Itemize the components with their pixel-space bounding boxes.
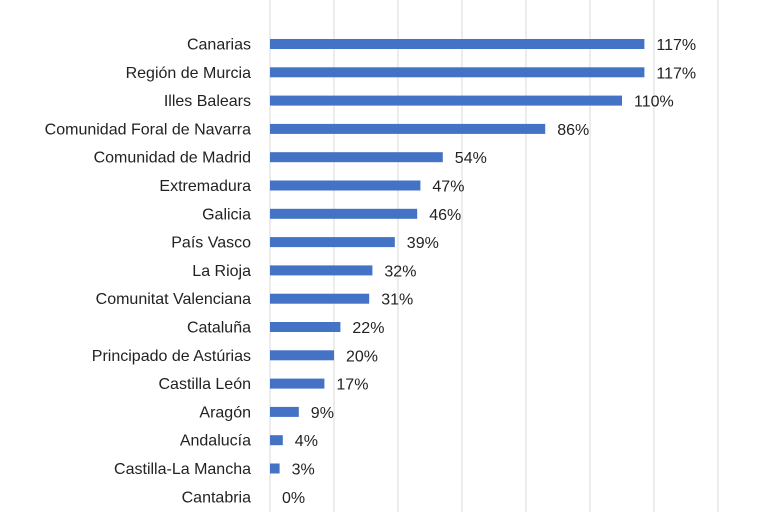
bar-4: [270, 152, 443, 163]
value-label-12: 17%: [336, 377, 368, 394]
bar-9: [270, 293, 370, 304]
category-label-7: País Vasco: [171, 235, 251, 252]
bars: [270, 39, 645, 474]
category-label-0: Canarias: [187, 37, 251, 54]
bar-11: [270, 350, 334, 361]
bar-2: [270, 95, 622, 106]
value-label-13: 9%: [311, 405, 334, 422]
value-label-4: 54%: [455, 150, 487, 167]
category-label-3: Comunidad Foral de Navarra: [45, 121, 251, 138]
category-label-11: Principado de Astúrias: [92, 348, 251, 365]
bar-6: [270, 208, 418, 219]
value-label-0: 117%: [656, 37, 696, 54]
category-label-15: Castilla-La Mancha: [114, 461, 251, 478]
category-label-10: Cataluña: [187, 320, 251, 337]
value-label-16: 0%: [282, 490, 305, 507]
category-label-4: Comunidad de Madrid: [94, 150, 251, 167]
value-label-5: 47%: [432, 179, 464, 196]
bar-12: [270, 378, 325, 389]
bar-5: [270, 180, 421, 191]
bar-14: [270, 435, 283, 446]
value-label-14: 4%: [295, 433, 318, 450]
category-label-8: La Rioja: [192, 263, 251, 280]
category-label-16: Cantabria: [182, 489, 251, 506]
value-label-3: 86%: [557, 122, 589, 139]
category-label-12: Castilla León: [159, 376, 252, 393]
bar-8: [270, 265, 373, 276]
value-labels: 117% 117% 110% 86% 54% 47% 46% 39% 32% 31% 22% 20% 1…: [282, 37, 696, 507]
value-label-7: 39%: [407, 235, 439, 252]
category-label-2: Illes Balears: [164, 93, 251, 110]
category-labels: Canarias Región de Murcia Illes Balears Com…: [45, 37, 251, 507]
value-label-11: 20%: [346, 348, 378, 365]
category-label-13: Aragón: [199, 404, 251, 421]
category-label-9: Comunitat Valenciana: [96, 291, 251, 308]
value-label-15: 3%: [292, 462, 315, 479]
category-label-14: Andalucía: [180, 433, 251, 450]
category-label-6: Galicia: [202, 206, 251, 223]
bar-15: [270, 463, 280, 474]
value-label-10: 22%: [352, 320, 384, 337]
bar-13: [270, 406, 299, 417]
category-label-5: Extremadura: [159, 178, 251, 195]
value-label-2: 110%: [634, 94, 674, 111]
value-label-1: 117%: [656, 65, 696, 82]
value-label-8: 32%: [384, 263, 416, 280]
bar-10: [270, 322, 341, 332]
bar-1: [270, 67, 645, 78]
category-label-1: Región de Murcia: [126, 65, 252, 82]
value-label-6: 46%: [429, 207, 461, 224]
value-label-9: 31%: [381, 292, 413, 309]
bar-3: [270, 123, 546, 134]
bar-0: [270, 39, 645, 49]
gridlines: [269, 0, 719, 512]
bar-7: [270, 237, 395, 248]
